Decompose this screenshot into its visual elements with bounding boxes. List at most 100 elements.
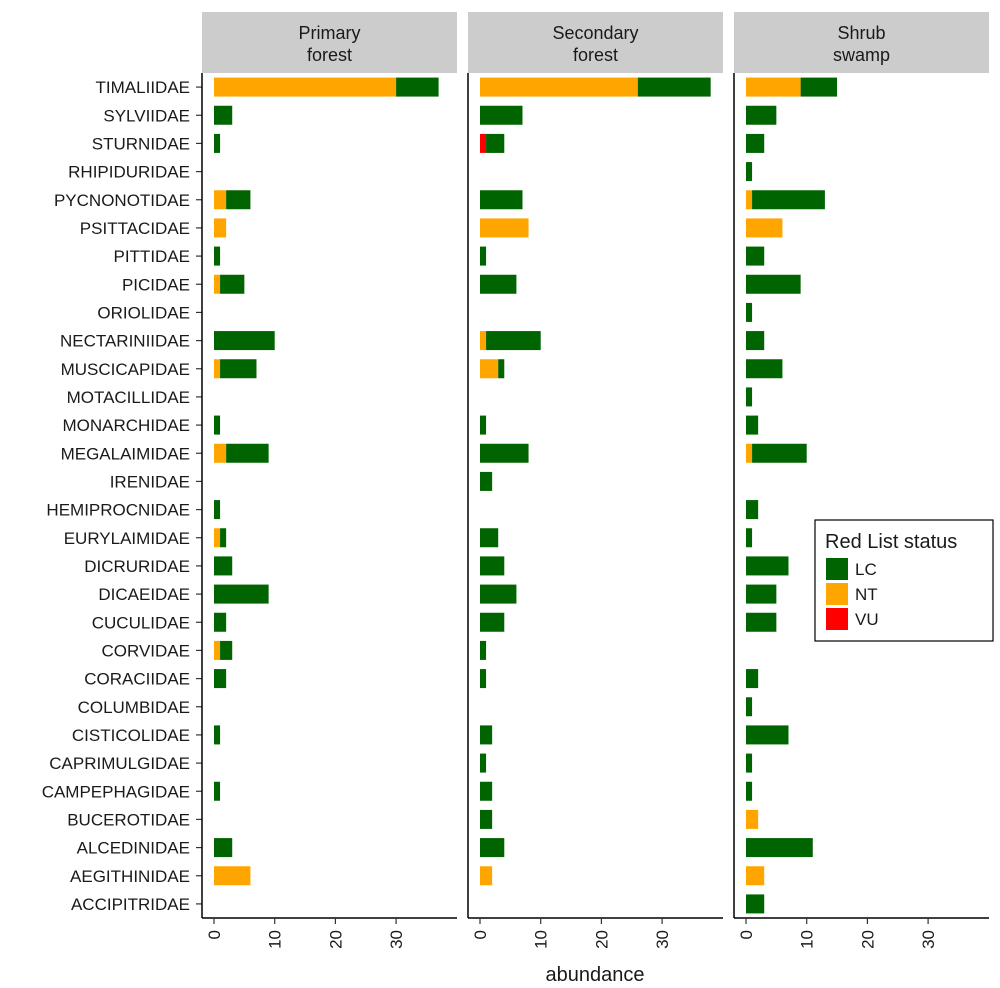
bar-lc <box>480 443 529 463</box>
bar-lc <box>220 274 245 294</box>
category-label: ORIOLIDAE <box>97 303 190 322</box>
bar-lc <box>746 697 753 717</box>
category-label: NECTARINIIDAE <box>60 332 190 351</box>
bar-nt <box>746 218 783 238</box>
category-label: ACCIPITRIDAE <box>71 895 190 914</box>
bar-lc <box>480 556 505 576</box>
facet-title: forest <box>307 45 352 65</box>
facet-strip <box>468 12 723 73</box>
bar-lc <box>480 471 493 491</box>
bar-lc <box>746 669 759 689</box>
category-label: STURNIDAE <box>92 134 190 153</box>
bar-lc <box>637 77 711 97</box>
bar-lc <box>480 105 523 125</box>
legend-box <box>814 519 994 642</box>
bar-nt <box>214 640 221 660</box>
bar-lc <box>746 415 759 435</box>
bar-lc <box>226 190 251 210</box>
category-label: PICIDAE <box>122 275 190 294</box>
category-label: MONARCHIDAE <box>62 416 190 435</box>
x-tick-label: 30 <box>653 930 672 949</box>
category-label: TIMALIIDAE <box>96 78 190 97</box>
category-label: AEGITHINIDAE <box>70 867 190 886</box>
bar-lc <box>746 387 753 407</box>
category-label: CORACIIDAE <box>84 670 190 689</box>
bar-lc <box>746 500 759 520</box>
bar-lc <box>480 612 505 632</box>
category-label: MUSCICAPIDAE <box>61 360 190 379</box>
bar-lc <box>480 669 487 689</box>
bar-lc <box>396 77 439 97</box>
category-label: CORVIDAE <box>102 641 191 660</box>
category-label: MEGALAIMIDAE <box>61 444 190 463</box>
facet-title: Shrub <box>837 23 885 43</box>
facet-strip <box>734 12 989 73</box>
x-tick-label: 0 <box>737 930 756 939</box>
bar-lc <box>746 105 777 125</box>
x-tick-label: 20 <box>858 930 877 949</box>
bar-lc <box>486 133 505 153</box>
category-label: CISTICOLIDAE <box>72 726 190 745</box>
bar-lc <box>214 584 269 604</box>
bar-lc <box>746 162 753 182</box>
bar-nt <box>480 331 487 351</box>
bar-lc <box>480 781 493 801</box>
bar-lc <box>746 584 777 604</box>
bar-nt <box>746 866 765 886</box>
bar-lc <box>746 838 813 858</box>
bar-lc <box>214 500 221 520</box>
bar-nt <box>214 218 227 238</box>
bar-lc <box>214 133 221 153</box>
x-axis-title: abundance <box>546 964 645 986</box>
x-tick-label: 30 <box>387 930 406 949</box>
bar-lc <box>480 190 523 210</box>
bar-nt <box>214 359 221 379</box>
bar-lc <box>480 809 493 829</box>
facet-title: Secondary <box>552 23 638 43</box>
bar-lc <box>480 725 493 745</box>
bar-lc <box>214 725 221 745</box>
bar-lc <box>214 556 233 576</box>
bar-lc <box>746 528 753 548</box>
category-label: PYCNONOTIDAE <box>54 191 190 210</box>
x-tick-label: 10 <box>532 930 551 949</box>
bar-lc <box>486 331 541 351</box>
bar-nt <box>480 77 638 97</box>
bar-lc <box>746 331 765 351</box>
x-tick-label: 0 <box>471 930 490 939</box>
legend-label-nt: NT <box>855 585 878 604</box>
facet-strip <box>202 12 457 73</box>
bar-lc <box>214 838 233 858</box>
bar-lc <box>220 528 227 548</box>
bar-lc <box>746 302 753 322</box>
bar-lc <box>752 443 807 463</box>
bar-lc <box>480 528 499 548</box>
bar-lc <box>214 331 275 351</box>
bar-lc <box>746 133 765 153</box>
category-label: DICAEIDAE <box>98 585 190 604</box>
category-label: CAMPEPHAGIDAE <box>42 782 190 801</box>
category-label: HEMIPROCNIDAE <box>46 501 190 520</box>
bar-lc <box>214 246 221 266</box>
facet-title: swamp <box>833 45 890 65</box>
bar-nt <box>214 443 227 463</box>
bar-lc <box>214 612 227 632</box>
bar-nt <box>214 274 221 294</box>
bar-lc <box>214 781 221 801</box>
facet-title: forest <box>573 45 618 65</box>
legend-swatch-nt <box>826 583 848 605</box>
x-tick-label: 0 <box>205 930 224 939</box>
category-label: CAPRIMULGIDAE <box>49 754 190 773</box>
bar-lc <box>214 415 221 435</box>
bar-nt <box>214 528 221 548</box>
bar-lc <box>746 753 753 773</box>
facet-title: Primary <box>299 23 361 43</box>
bar-lc <box>746 556 789 576</box>
bar-lc <box>800 77 838 97</box>
bar-lc <box>480 415 487 435</box>
category-label: CUCULIDAE <box>92 613 190 632</box>
bar-nt <box>214 77 397 97</box>
legend-swatch-lc <box>826 558 848 580</box>
bar-lc <box>746 246 765 266</box>
